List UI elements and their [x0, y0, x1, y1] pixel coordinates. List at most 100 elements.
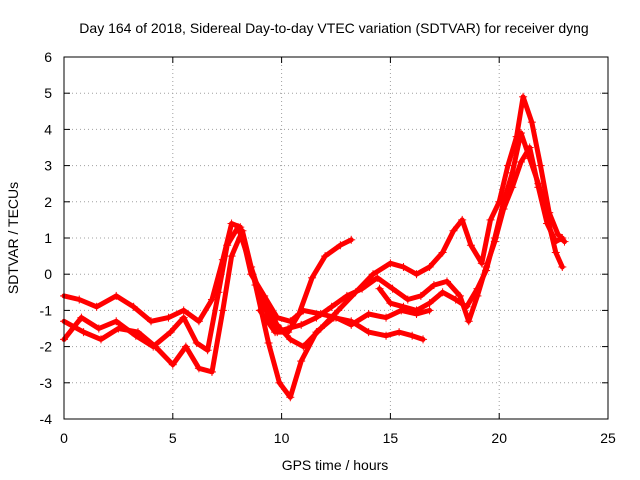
data-point: [164, 313, 173, 322]
data-point: [151, 342, 160, 351]
data-point: [373, 273, 382, 282]
data-point: [179, 306, 188, 315]
data-point: [112, 291, 121, 300]
x-tick-label: 5: [169, 430, 177, 446]
x-tick-label: 0: [60, 430, 68, 446]
data-point: [473, 284, 482, 293]
data-point: [227, 219, 236, 228]
data-point: [477, 259, 486, 268]
chart-title: Day 164 of 2018, Sidereal Day-to-day VTE…: [79, 20, 588, 36]
data-point: [255, 306, 264, 315]
data-point: [166, 328, 175, 337]
data-point: [147, 317, 156, 326]
y-tick-label: 4: [44, 121, 52, 137]
data-point: [271, 328, 280, 337]
data-point: [519, 92, 528, 101]
data-point: [543, 212, 552, 221]
y-tick-label: -3: [40, 375, 53, 391]
data-point: [386, 299, 395, 308]
data-point: [466, 241, 475, 250]
y-tick-label: 5: [44, 85, 52, 101]
data-point: [297, 320, 306, 329]
data-point: [275, 378, 284, 387]
y-axis-label: SDTVAR / TECUs: [5, 182, 21, 294]
data-point: [308, 273, 317, 282]
data-point: [364, 310, 373, 319]
data-point: [368, 270, 377, 279]
data-point: [416, 291, 425, 300]
data-point: [347, 235, 356, 244]
series-track-2: [61, 224, 354, 353]
data-point: [168, 360, 177, 369]
axis-ticks: 0 5 10 15 20 25 -4 -3 -2 -1 0 1 2 3 4 5 6: [40, 49, 616, 446]
data-point: [375, 284, 384, 293]
data-point: [395, 328, 404, 337]
data-point: [238, 226, 247, 235]
data-point: [412, 270, 421, 279]
data-point: [456, 291, 465, 300]
data-point: [458, 215, 467, 224]
data-point: [192, 338, 201, 347]
data-point: [438, 288, 447, 297]
data-point: [536, 161, 545, 170]
data-point: [227, 252, 236, 261]
data-point: [207, 367, 216, 376]
data-point: [408, 331, 417, 340]
data-point: [114, 324, 123, 333]
data-point: [508, 168, 517, 177]
x-tick-label: 10: [274, 430, 290, 446]
data-point: [425, 299, 434, 308]
x-axis-label: GPS time / hours: [282, 457, 389, 473]
data-point: [486, 215, 495, 224]
data-point: [179, 313, 188, 322]
data-point: [386, 259, 395, 268]
data-point: [284, 324, 293, 333]
data-point: [534, 179, 543, 188]
data-point: [382, 331, 391, 340]
data-point: [382, 313, 391, 322]
data-point: [312, 313, 321, 322]
y-tick-label: 0: [44, 266, 52, 282]
data-point: [194, 364, 203, 373]
data-point: [490, 234, 499, 242]
data-series: [60, 92, 569, 402]
data-point: [358, 284, 367, 293]
data-point: [92, 302, 101, 311]
data-point: [399, 262, 408, 271]
data-point: [316, 324, 325, 333]
data-point: [499, 197, 508, 206]
data-point: [516, 129, 525, 138]
x-tick-label: 20: [491, 430, 507, 446]
data-point: [321, 252, 330, 261]
data-point: [399, 302, 408, 311]
series-track-5: [257, 145, 565, 335]
y-tick-label: 1: [44, 230, 52, 246]
data-point: [449, 226, 458, 235]
data-point: [364, 328, 373, 337]
x-tick-label: 25: [600, 430, 616, 446]
data-point: [525, 154, 534, 163]
data-point: [94, 324, 103, 333]
data-point: [327, 302, 336, 311]
data-point: [251, 281, 260, 290]
data-point: [273, 320, 282, 329]
data-point: [286, 335, 295, 344]
data-point: [77, 313, 86, 322]
data-point: [516, 157, 525, 166]
data-point: [464, 317, 473, 326]
data-point: [286, 393, 295, 402]
data-point: [218, 306, 227, 315]
data-point: [429, 281, 438, 290]
data-point: [551, 248, 560, 257]
data-point: [388, 284, 397, 293]
data-point: [425, 262, 434, 271]
data-point: [482, 266, 491, 275]
data-point: [297, 357, 306, 366]
data-point: [403, 295, 412, 304]
data-point: [527, 118, 536, 127]
data-point: [503, 161, 512, 170]
data-point: [419, 335, 428, 344]
data-point: [425, 306, 434, 315]
data-point: [214, 288, 223, 297]
